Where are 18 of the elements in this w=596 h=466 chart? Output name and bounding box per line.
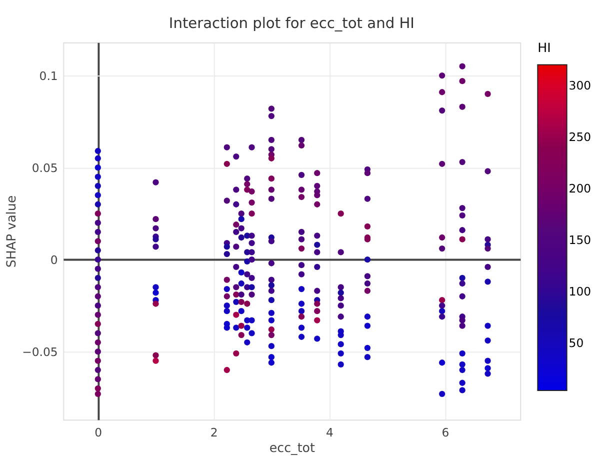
- color-bar-label: 300: [568, 78, 592, 92]
- x-tick-label: 0: [94, 426, 102, 440]
- color-bar-label: 200: [568, 181, 592, 196]
- x-tick-label: 6: [442, 426, 450, 440]
- color-bar-label: 150: [568, 232, 592, 247]
- x-axis-title: ecc_tot: [269, 440, 316, 456]
- y-tick-label: 0: [50, 252, 58, 267]
- y-tick-label: 0.1: [39, 68, 58, 83]
- x-tick-label: 2: [210, 426, 218, 440]
- x-tick-label: 4: [326, 426, 334, 440]
- y-tick-label: 0.05: [32, 160, 58, 175]
- color-bar-label: 50: [568, 336, 584, 350]
- color-bar-label: 250: [568, 130, 592, 144]
- color-bar-title: HI: [538, 40, 551, 56]
- color-bar-label: 100: [568, 284, 592, 298]
- y-axis-title: SHAP value: [3, 195, 18, 268]
- y-tick-label: −0.05: [22, 344, 58, 359]
- chart-title: Interaction plot for ecc_tot and HI: [168, 14, 414, 32]
